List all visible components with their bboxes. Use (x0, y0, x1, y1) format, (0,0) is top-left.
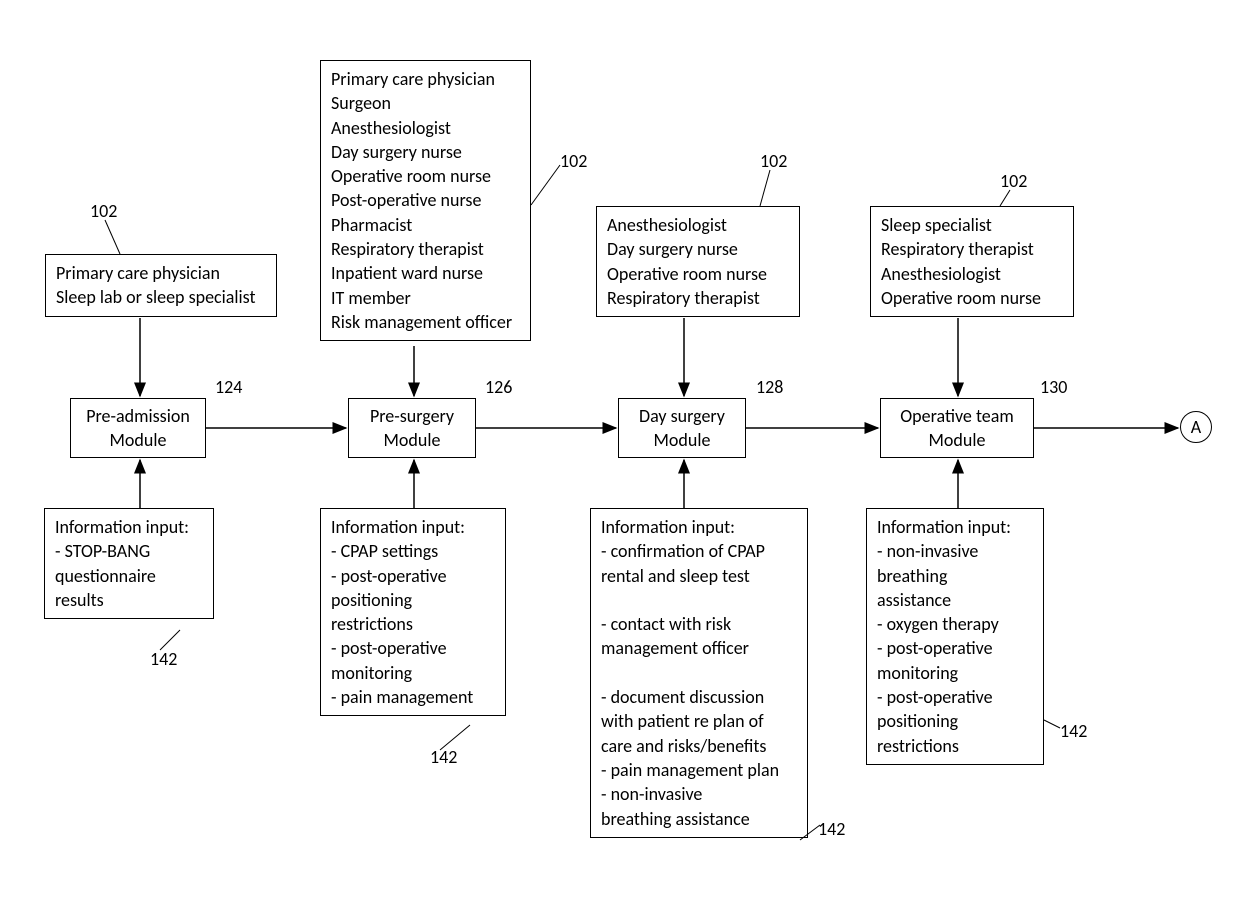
ref-102b: 102 (560, 150, 587, 172)
module-line2: Module (384, 428, 441, 452)
ref-142d: 142 (1060, 720, 1087, 742)
module-line2: Module (929, 428, 986, 452)
info-box-2: Information input:- CPAP settings- post-… (320, 508, 506, 716)
ref-126: 126 (485, 376, 512, 398)
module-line1: Pre-surgery (370, 404, 454, 428)
info-box-4: Information input:- non-invasivebreathin… (866, 508, 1044, 765)
module-presurgery: Pre-surgery Module (348, 398, 476, 458)
ref-130: 130 (1040, 376, 1067, 398)
ref-128: 128 (756, 376, 783, 398)
info-box-3: Information input:- confirmation of CPAP… (590, 508, 808, 838)
ref-142b: 142 (430, 746, 457, 768)
module-line1: Day surgery (639, 404, 725, 428)
team-box-2: Primary care physicianSurgeonAnesthesiol… (320, 60, 531, 341)
ref-102c: 102 (760, 150, 787, 172)
module-daysurgery: Day surgery Module (618, 398, 746, 458)
module-line2: Module (110, 428, 167, 452)
connector-a: A (1180, 411, 1212, 443)
ref-142a: 142 (150, 648, 177, 670)
module-line2: Module (654, 428, 711, 452)
team-box-1: Primary care physicianSleep lab or sleep… (45, 254, 277, 317)
team-box-4: Sleep specialistRespiratory therapistAne… (870, 206, 1074, 317)
module-operative: Operative team Module (880, 398, 1034, 458)
module-line1: Pre-admission (86, 404, 190, 428)
ref-124: 124 (215, 376, 242, 398)
info-box-1: Information input:- STOP-BANGquestionnai… (44, 508, 214, 619)
ref-142c: 142 (818, 818, 845, 840)
ref-102a: 102 (90, 200, 117, 222)
module-preadmission: Pre-admission Module (70, 398, 206, 458)
ref-102d: 102 (1000, 170, 1027, 192)
team-box-3: AnesthesiologistDay surgery nurseOperati… (596, 206, 800, 317)
module-line1: Operative team (900, 404, 1014, 428)
